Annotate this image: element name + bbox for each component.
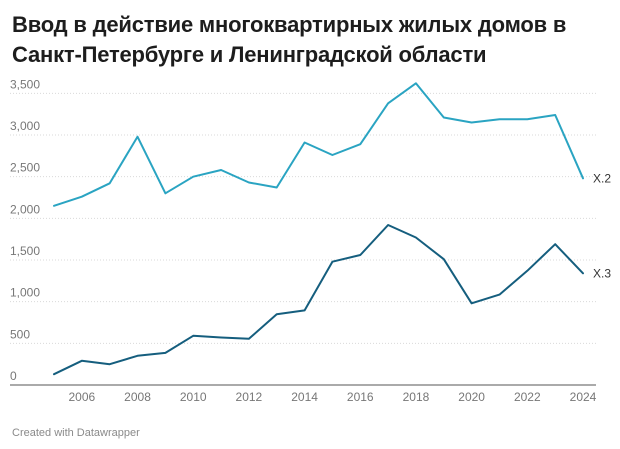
x-tick-label: 2024	[570, 390, 597, 404]
data-point	[414, 81, 418, 85]
data-point	[414, 236, 418, 240]
data-point	[275, 186, 279, 190]
data-point	[80, 195, 84, 199]
data-point	[442, 116, 446, 120]
x-tick-label: 2012	[236, 390, 263, 404]
x-tick-label: 2018	[403, 390, 430, 404]
data-point	[108, 362, 112, 366]
data-point	[303, 308, 307, 312]
data-point	[303, 141, 307, 145]
data-point	[219, 168, 223, 172]
data-point	[470, 301, 474, 305]
data-point	[581, 176, 585, 180]
data-point	[136, 135, 140, 139]
y-tick-label: 500	[10, 327, 30, 341]
data-point	[80, 359, 84, 363]
data-point	[52, 372, 56, 376]
data-point	[358, 253, 362, 257]
chart-title-line-1: Ввод в действие многоквартирных жилых до…	[12, 12, 567, 37]
data-point	[136, 354, 140, 358]
series-line-1	[53, 82, 584, 207]
data-point	[275, 312, 279, 316]
series-label-1: X.2	[593, 171, 611, 185]
data-point	[191, 175, 195, 179]
data-point	[525, 269, 529, 273]
y-tick-label: 1,500	[10, 244, 40, 258]
data-point	[52, 204, 56, 208]
y-tick-label: 2,000	[10, 202, 40, 216]
chart-title: Ввод в действие многоквартирных жилых до…	[12, 10, 612, 70]
series-line-2	[53, 224, 584, 376]
data-point	[525, 117, 529, 121]
x-tick-label: 2022	[514, 390, 541, 404]
data-point	[330, 153, 334, 157]
data-point	[470, 121, 474, 125]
data-point	[163, 351, 167, 355]
data-point	[386, 101, 390, 105]
x-tick-label: 2010	[180, 390, 207, 404]
data-point	[386, 223, 390, 227]
y-tick-label: 3,000	[10, 119, 40, 133]
data-point	[553, 113, 557, 117]
data-point	[219, 336, 223, 340]
x-tick-label: 2008	[124, 390, 151, 404]
data-point	[358, 142, 362, 146]
series-label-2: X.3	[593, 266, 611, 280]
x-tick-label: 2020	[458, 390, 485, 404]
data-point	[247, 181, 251, 185]
data-point	[497, 293, 501, 297]
data-point	[247, 337, 251, 341]
footer-credit: Created with Datawrapper	[12, 427, 140, 439]
data-point	[497, 117, 501, 121]
y-tick-label: 0	[10, 369, 17, 383]
data-point	[581, 271, 585, 275]
chart-title-line-2: Санкт-Петербурге и Ленинградской области	[12, 42, 487, 67]
data-point	[163, 191, 167, 195]
data-point	[191, 334, 195, 338]
y-tick-label: 2,500	[10, 161, 40, 175]
x-tick-label: 2016	[347, 390, 374, 404]
data-point	[442, 257, 446, 261]
data-point	[330, 260, 334, 264]
data-point	[108, 181, 112, 185]
x-tick-label: 2006	[68, 390, 95, 404]
data-point	[553, 242, 557, 246]
y-tick-label: 3,500	[10, 77, 40, 91]
y-tick-label: 1,000	[10, 286, 40, 300]
x-tick-label: 2014	[291, 390, 318, 404]
